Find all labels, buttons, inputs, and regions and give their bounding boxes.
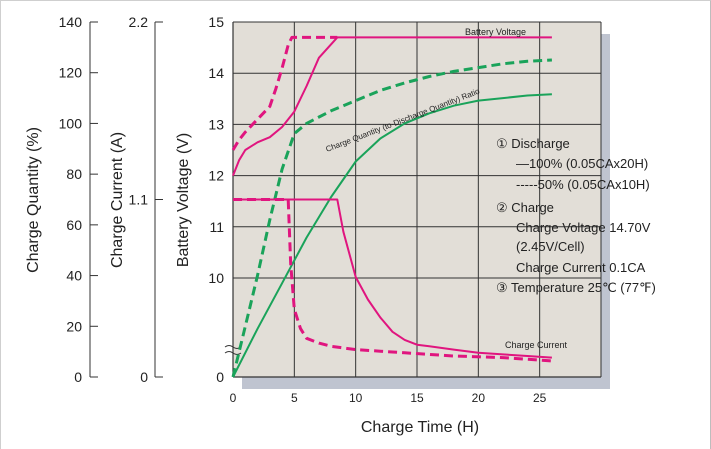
charge-quantity-axis: 0 20 40 60 80 100 120 140 Charge Quantity (%) bbox=[25, 14, 98, 385]
battery-voltage-annotation: Battery Voltage bbox=[465, 27, 526, 37]
charge-current-tick-label: 0 bbox=[140, 369, 148, 385]
battery-voltage-tick-label: 13 bbox=[208, 116, 224, 132]
grid bbox=[232, 21, 602, 378]
legend-charge-current: Charge Current 0.1CA bbox=[516, 260, 646, 275]
x-tick-label: 5 bbox=[291, 391, 298, 405]
charge-quantity-tick-label: 40 bbox=[66, 268, 82, 284]
battery-voltage-tick-label: 10 bbox=[208, 270, 224, 286]
charge-quantity-axis-label: Charge Quantity (%) bbox=[25, 127, 42, 273]
charge-quantity-tick-label: 140 bbox=[59, 14, 83, 30]
charge-quantity-tick-label: 20 bbox=[66, 318, 82, 334]
x-tick-label: 20 bbox=[472, 391, 486, 405]
charge-quantity-tick-label: 0 bbox=[74, 369, 82, 385]
legend-discharge-100: —100% (0.05CAx20H) bbox=[516, 156, 648, 171]
charge-current-axis-label: Charge Current (A) bbox=[109, 132, 126, 268]
legend-charge-voltage: Charge Voltage 14.70V bbox=[516, 220, 651, 235]
x-tick-label: 15 bbox=[410, 391, 424, 405]
x-axis-label: Charge Time (H) bbox=[361, 419, 479, 436]
series-charge-current-50-line bbox=[233, 198, 553, 363]
legend-discharge-50: -----50% (0.05CAx10H) bbox=[516, 177, 650, 192]
battery-voltage-tick-label: 12 bbox=[208, 168, 224, 184]
legend-charge-title: ② Charge bbox=[496, 200, 554, 215]
battery-voltage-tick-label: 14 bbox=[208, 65, 224, 81]
x-axis: 0 5 10 15 20 25 Charge Time (H) bbox=[230, 391, 547, 436]
charge-quantity-tick-label: 60 bbox=[66, 217, 82, 233]
charge-quantity-tick-label: 120 bbox=[59, 65, 83, 81]
battery-voltage-tick-label: 15 bbox=[208, 14, 224, 30]
battery-voltage-axis-label: Battery Voltage (V) bbox=[175, 133, 192, 267]
series-battery-voltage-50-line bbox=[231, 35, 338, 151]
legend-temperature: ③ Temperature 25℃ (77℉) bbox=[496, 280, 656, 295]
charge-current-axis: 0 1.1 2.2 Charge Current (A) bbox=[109, 14, 163, 385]
x-tick-label: 25 bbox=[533, 391, 547, 405]
legend-notes: ① Discharge —100% (0.05CAx20H) -----50% … bbox=[496, 136, 656, 295]
battery-voltage-axis: 0 10 11 12 13 14 15 Battery Voltage (V) bbox=[175, 14, 242, 385]
series-battery-voltage-100-line bbox=[232, 36, 552, 176]
battery-voltage-tick-label: 11 bbox=[209, 219, 224, 235]
charge-quantity-tick-label: 80 bbox=[66, 166, 82, 182]
x-tick-label: 10 bbox=[349, 391, 363, 405]
x-tick-label: 0 bbox=[230, 391, 237, 405]
series-layer bbox=[231, 35, 553, 378]
series-charge-current-100-line bbox=[233, 198, 552, 359]
charge-current-tick-label: 2.2 bbox=[129, 14, 149, 30]
series-charge-quantity-50-line bbox=[231, 58, 552, 378]
series-charge-quantity-100-line bbox=[232, 93, 552, 378]
charge-current-tick-label: 1.1 bbox=[129, 192, 149, 208]
charge-quantity-tick-label: 100 bbox=[59, 115, 83, 131]
legend-discharge-title: ① Discharge bbox=[496, 136, 570, 151]
legend-charge-cell: (2.45V/Cell) bbox=[516, 239, 585, 254]
battery-voltage-tick-label: 0 bbox=[216, 369, 224, 385]
charge-current-annotation: Charge Current bbox=[505, 340, 568, 350]
